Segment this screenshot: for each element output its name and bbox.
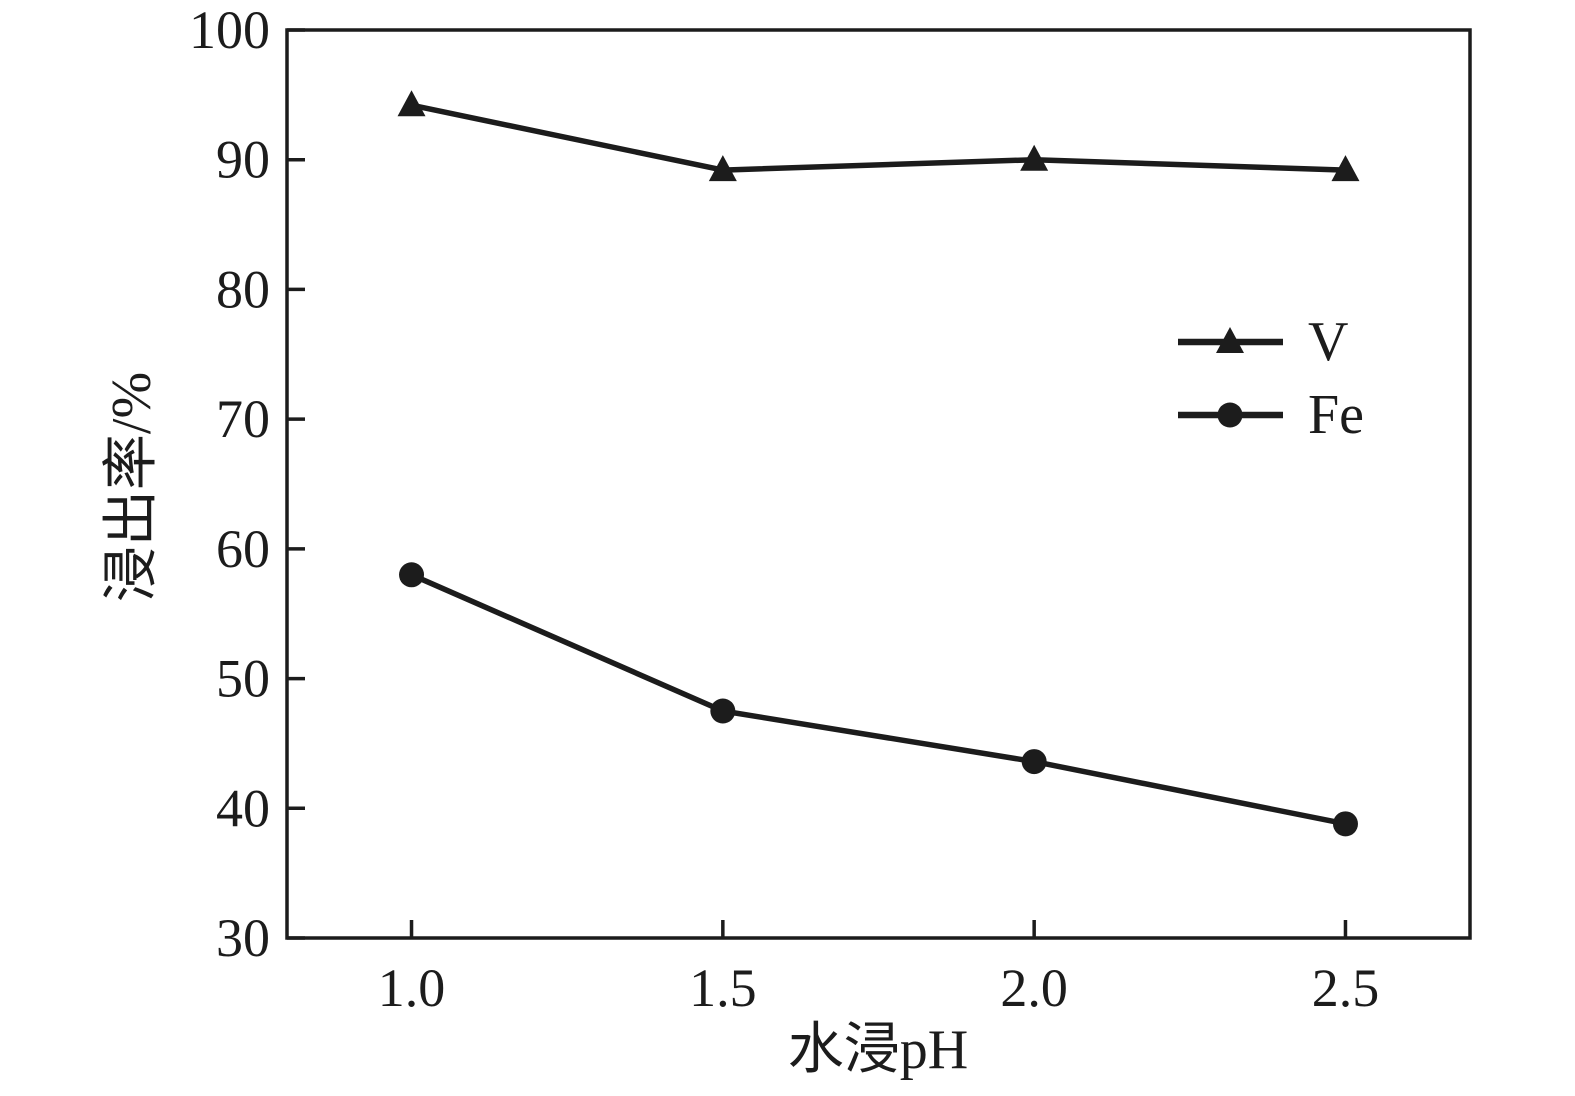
triangle-marker-icon	[1020, 144, 1049, 171]
x-tick-label: 2.0	[1000, 958, 1068, 1018]
y-tick-label: 40	[216, 778, 270, 838]
legend-entry-v: V	[1178, 311, 1348, 373]
circle-marker-icon	[710, 698, 736, 724]
plot-border	[285, 28, 1472, 940]
x-tick-label: 1.5	[689, 958, 757, 1018]
y-tick-label: 80	[216, 259, 270, 319]
y-tick-label: 100	[189, 0, 270, 60]
circle-marker-icon	[1217, 402, 1243, 428]
triangle-marker-icon	[397, 90, 426, 117]
circle-marker-icon	[1021, 749, 1047, 775]
x-tick-label: 1.0	[378, 958, 446, 1018]
y-tick-label: 30	[216, 908, 270, 968]
x-axis-title: 水浸pH	[788, 1019, 968, 1081]
series-line-v	[408, 102, 1349, 173]
circle-marker-icon	[399, 562, 425, 588]
legend-label-v: V	[1308, 311, 1348, 373]
y-axis-title: 浸出率/%	[101, 372, 163, 602]
y-tick-label: 90	[216, 130, 270, 190]
legend: V Fe	[1178, 311, 1364, 446]
y-tick-label: 60	[216, 519, 270, 579]
triangle-marker-icon	[1331, 155, 1360, 182]
series-line-fe	[408, 572, 1349, 827]
circle-marker-icon	[1332, 811, 1358, 837]
legend-entry-fe: Fe	[1178, 384, 1364, 446]
x-tick-label: 2.5	[1312, 958, 1380, 1018]
y-tick-label: 50	[216, 649, 270, 709]
triangle-marker-icon	[1216, 327, 1244, 353]
legend-label-fe: Fe	[1308, 384, 1364, 446]
plot-area: 30 40 50 60 70 80 90 100 1.0 1.5 2.0 2.5	[189, 0, 1472, 1018]
y-tick-label: 70	[216, 389, 270, 449]
triangle-marker-icon	[708, 155, 737, 182]
